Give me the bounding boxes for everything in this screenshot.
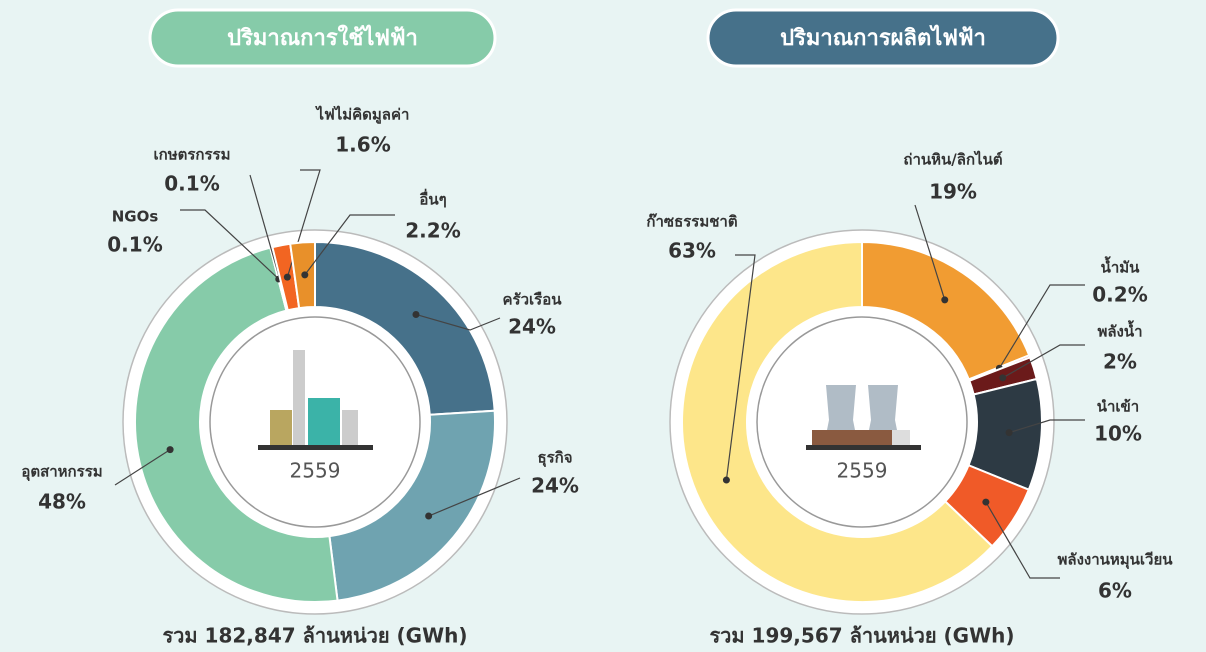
leader-dot (999, 374, 1006, 381)
value-label: 63% (668, 239, 716, 263)
total-label: รวม 199,567 ล้านหน่วย (GWh) (709, 624, 1014, 648)
value-label: 2% (1103, 350, 1137, 374)
category-label: เกษตรกรรม (154, 146, 231, 164)
donut-chart: ปริมาณการใช้ไฟฟ้าครัวเรือน 24% ธุรกิจ 24% อุ… (21, 10, 579, 648)
category-label: พลังงานหมุนเวียน (1057, 551, 1173, 570)
value-label: 0.2% (1092, 283, 1147, 307)
total-label: รวม 182,847 ล้านหน่วย (GWh) (162, 624, 467, 648)
leader-dot (982, 499, 989, 506)
category-label: ไฟไม่คิดมูลค่า (315, 105, 410, 125)
category-label: นำเข้า (1097, 398, 1139, 416)
leader-dot (425, 513, 432, 520)
leader-dot (412, 311, 419, 318)
leader-dot (284, 274, 291, 281)
leader-dot (301, 271, 308, 278)
value-label: 10% (1094, 422, 1142, 446)
category-label: ครัวเรือน (503, 291, 563, 309)
value-label: 0.1% (164, 172, 219, 196)
chart-title: ปริมาณการผลิตไฟฟ้า (780, 24, 986, 51)
value-label: 1.6% (335, 133, 390, 157)
category-label: น้ำมัน (1101, 256, 1141, 277)
chart-title: ปริมาณการใช้ไฟฟ้า (227, 24, 418, 51)
value-label: 24% (531, 474, 579, 498)
value-label: 6% (1098, 579, 1132, 603)
leader-dot (167, 446, 174, 453)
center-label: 2559 (837, 459, 888, 483)
value-label: 48% (38, 490, 86, 514)
category-label: พลังน้ำ (1097, 320, 1142, 341)
leader-dot (1006, 429, 1013, 436)
value-label: 24% (508, 315, 556, 339)
leader-dot (941, 296, 948, 303)
leader-dot (723, 477, 730, 484)
category-label: ธุรกิจ (537, 449, 572, 468)
category-label: ก๊าซธรรมชาติ (646, 213, 737, 231)
category-label: NGOs (112, 208, 159, 226)
donut-chart: ปริมาณการผลิตไฟฟ้าถ่านหิน/ลิกไนต์ 19% น้ำม… (646, 10, 1173, 648)
category-label: ถ่านหิน/ลิกไนต์ (903, 150, 1002, 169)
infographic: ปริมาณการผลิตไฟฟ้าถ่านหิน/ลิกไนต์ 19% น้ำม… (0, 0, 1206, 652)
value-label: 2.2% (405, 219, 460, 243)
center-label: 2559 (290, 459, 341, 483)
value-label: 19% (929, 180, 977, 204)
value-label: 0.1% (107, 233, 162, 257)
category-label: อุตสาหกรรม (21, 463, 102, 482)
inner-ring (757, 317, 967, 527)
category-label: อื่นๆ (419, 189, 446, 209)
